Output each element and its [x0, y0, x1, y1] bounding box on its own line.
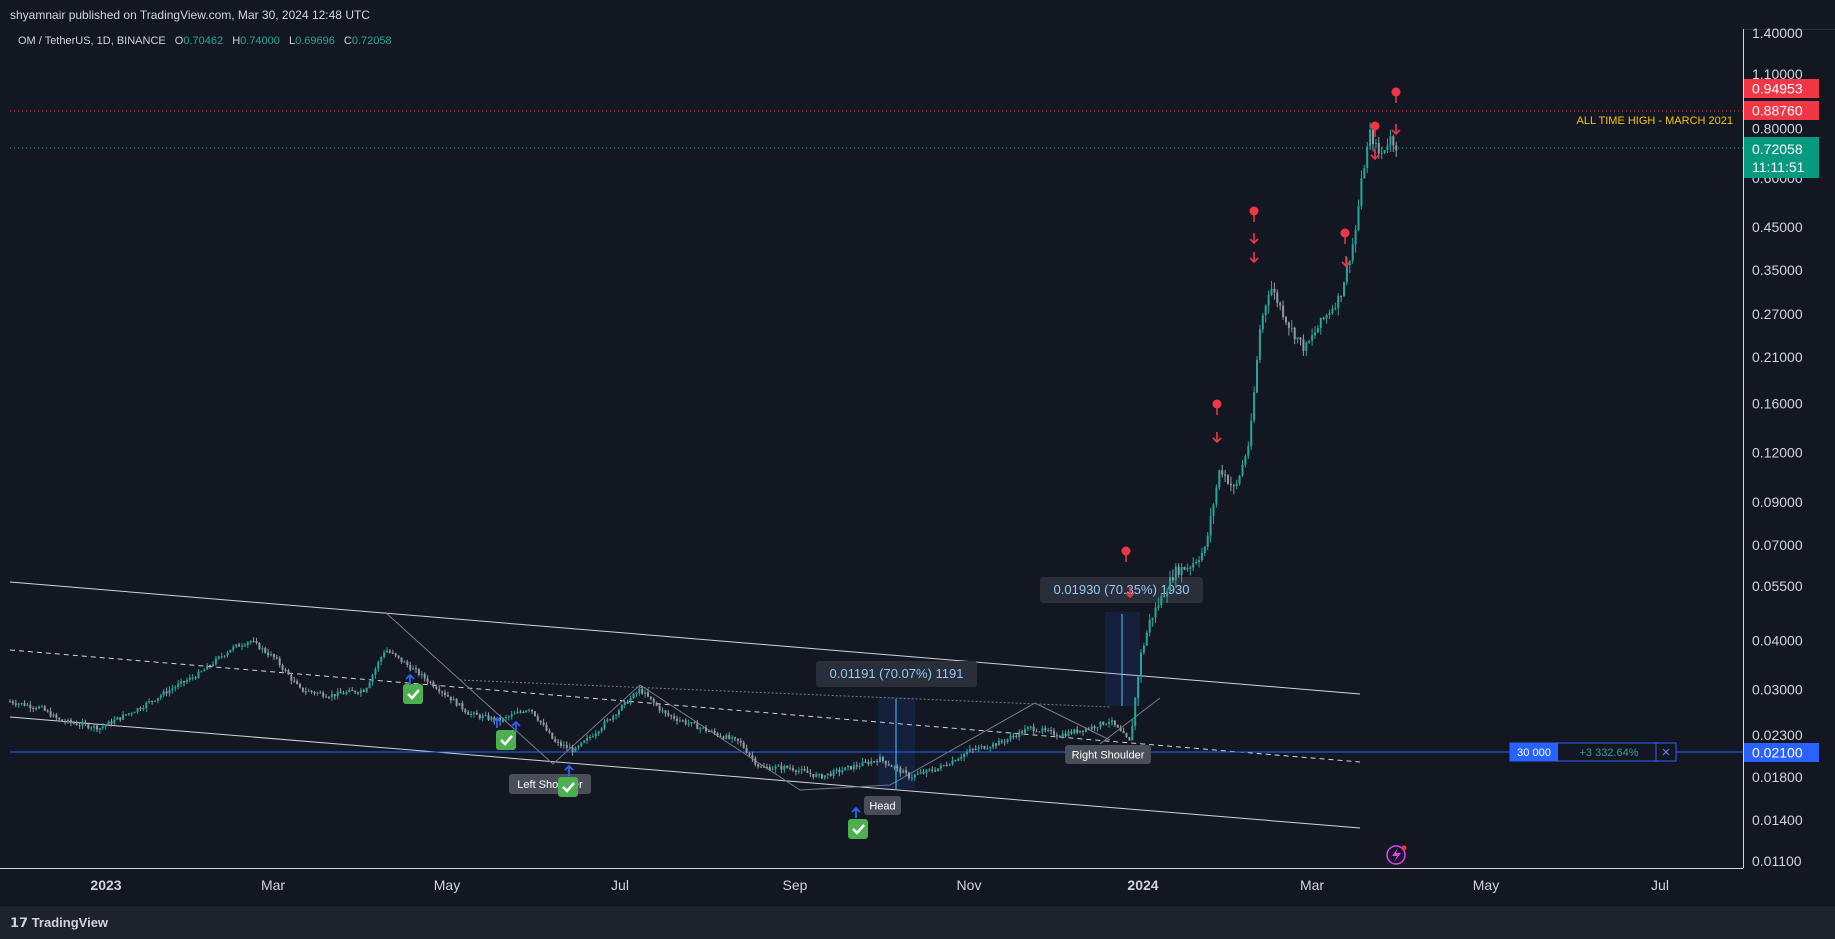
symbol-name[interactable]: OM / TetherUS, 1D, BINANCE	[18, 35, 166, 47]
publish-text: shyamnair published on TradingView.com, …	[10, 8, 370, 22]
footer: 𝟭𝟳 TradingView	[0, 906, 1835, 939]
price-axis[interactable]	[1743, 29, 1835, 868]
tradingview-logo[interactable]: 𝟭𝟳 TradingView	[10, 915, 108, 931]
tv-icon: 𝟭𝟳	[10, 915, 32, 930]
open-value: 0.70462	[183, 35, 224, 47]
symbol-legend: OM / TetherUS, 1D, BINANCE O0.70462 H0.7…	[18, 35, 392, 47]
time-axis[interactable]	[0, 868, 1743, 907]
close-label: C	[343, 35, 352, 47]
low-label: L	[288, 35, 296, 47]
high-label: H	[232, 35, 241, 47]
low-value: 0.69696	[295, 35, 335, 47]
close-value: 0.72058	[351, 35, 392, 47]
publish-header: shyamnair published on TradingView.com, …	[0, 0, 1835, 30]
high-value: 0.74000	[240, 35, 280, 47]
brand-text: TradingView	[31, 915, 109, 930]
chart-area[interactable]	[0, 29, 1743, 868]
open-label: O	[174, 35, 184, 47]
